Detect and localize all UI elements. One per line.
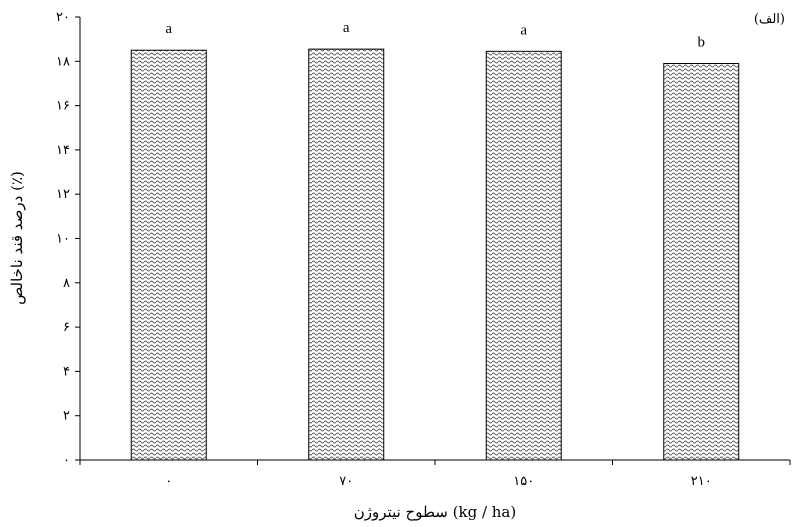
y-tick-label: ۸	[63, 276, 70, 291]
y-tick-label: ۱۰	[56, 232, 70, 247]
y-tick-label: ۰	[63, 453, 70, 468]
y-tick-label: ۶	[63, 320, 70, 335]
x-tick-label: ۱۵۰	[513, 474, 534, 489]
y-tick-label: ۲۰	[56, 10, 70, 25]
y-tick-label: ۲	[63, 409, 70, 424]
x-ticks-group: ۰ ۷۰ ۱۵۰ ۲۱۰	[79, 460, 791, 489]
y-tick-label: ۱۴	[56, 143, 70, 158]
x-axis-title: سطوح نیتروژن (kg / ha)	[354, 503, 516, 521]
y-axis-title: درصد قند ناخالص (٪)	[8, 171, 26, 305]
x-tick-label: ۰	[165, 474, 172, 489]
significance-letter: b	[698, 35, 706, 51]
significance-letters-group: a a ab	[165, 20, 705, 50]
y-ticks-group: ۰ ۲ ۴ ۶ ۸ ۱۰ ۱۲ ۱۴ ۱۶ ۱۸ ۲۰	[56, 10, 80, 468]
significance-letter: a	[165, 21, 172, 37]
y-tick-label: ۱۶	[56, 99, 70, 114]
bar	[130, 49, 207, 461]
y-tick-label: ۱۸	[56, 54, 70, 69]
bar	[485, 50, 562, 461]
bar	[308, 48, 385, 461]
bars-group	[130, 48, 740, 461]
x-tick-label: ۷۰	[339, 474, 353, 489]
y-tick-label: ۴	[63, 364, 70, 379]
bar	[663, 63, 740, 461]
x-tick-label: ۲۱۰	[691, 474, 712, 489]
significance-letter: a	[343, 20, 350, 36]
significance-letter: a	[520, 22, 527, 38]
panel-label: (الف)	[754, 12, 785, 27]
y-tick-label: ۱۲	[56, 187, 70, 202]
